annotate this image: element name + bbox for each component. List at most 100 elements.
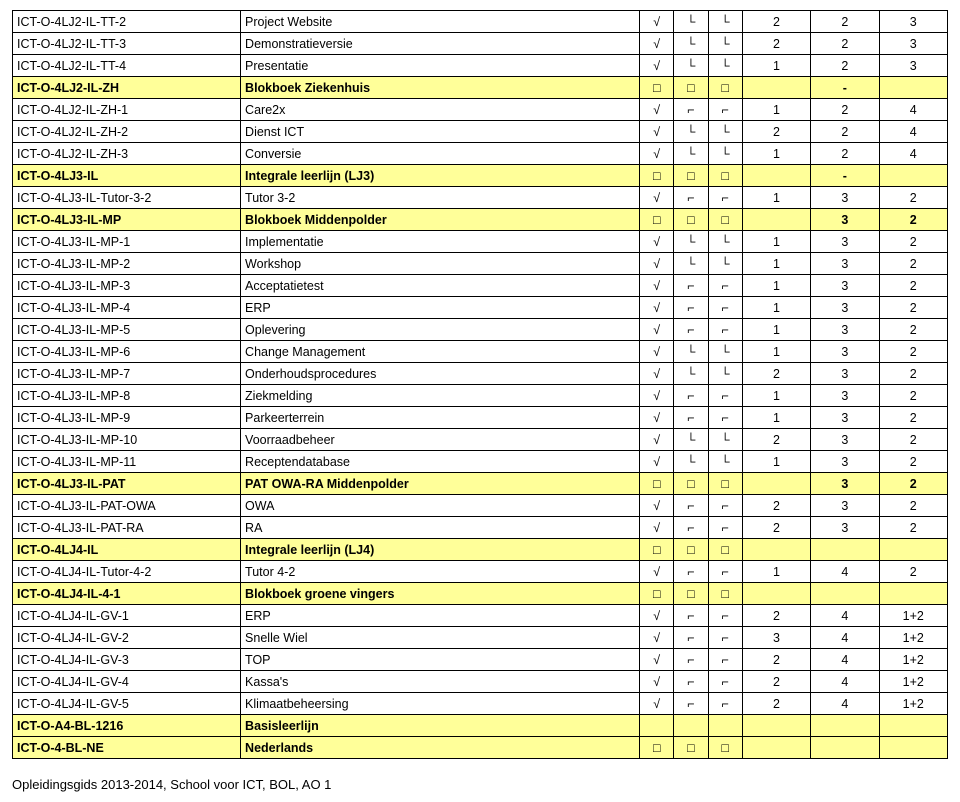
table-row: ICT-O-4LJ3-IL-MP-8Ziekmelding√⌐⌐132	[13, 385, 948, 407]
cell-mark: ⌐	[674, 297, 708, 319]
cell-num: 2	[742, 363, 810, 385]
cell-mark: √	[640, 187, 674, 209]
cell-code: ICT-O-4LJ2-IL-TT-4	[13, 55, 241, 77]
cell-mark: ⌐	[708, 693, 742, 715]
cell-mark: √	[640, 649, 674, 671]
cell-code: ICT-O-4LJ3-IL-PAT-RA	[13, 517, 241, 539]
cell-code: ICT-O-4LJ3-IL-MP	[13, 209, 241, 231]
table-row: ICT-O-4LJ3-IL-PATPAT OWA-RA Middenpolder…	[13, 473, 948, 495]
cell-mark: ⌐	[708, 187, 742, 209]
cell-desc: Integrale leerlijn (LJ4)	[241, 539, 640, 561]
cell-num: 1	[742, 143, 810, 165]
cell-num: 2	[879, 231, 947, 253]
cell-mark: └	[674, 253, 708, 275]
cell-desc: Tutor 3-2	[241, 187, 640, 209]
cell-mark: □	[640, 209, 674, 231]
table-row: ICT-O-4LJ3-IL-MP-7Onderhoudsprocedures√└…	[13, 363, 948, 385]
cell-mark: □	[674, 473, 708, 495]
cell-num	[811, 539, 879, 561]
cell-mark: ⌐	[674, 693, 708, 715]
cell-mark: √	[640, 143, 674, 165]
cell-num: 2	[879, 451, 947, 473]
cell-desc: Change Management	[241, 341, 640, 363]
cell-code: ICT-O-4LJ2-IL-ZH-1	[13, 99, 241, 121]
cell-mark: ⌐	[708, 605, 742, 627]
course-table: ICT-O-4LJ2-IL-TT-2Project Website√└└223I…	[12, 10, 948, 759]
cell-num: 3	[811, 297, 879, 319]
cell-num	[879, 583, 947, 605]
cell-num: 2	[879, 341, 947, 363]
table-row: ICT-O-4LJ4-ILIntegrale leerlijn (LJ4)□□□	[13, 539, 948, 561]
cell-num: 3	[811, 341, 879, 363]
cell-num: 3	[811, 429, 879, 451]
cell-num: 1	[742, 187, 810, 209]
cell-mark: √	[640, 297, 674, 319]
cell-desc: Blokboek Ziekenhuis	[241, 77, 640, 99]
cell-num	[742, 209, 810, 231]
cell-num	[742, 583, 810, 605]
cell-num: 1	[742, 341, 810, 363]
cell-mark: √	[640, 33, 674, 55]
cell-mark: ⌐	[708, 517, 742, 539]
cell-mark: □	[640, 77, 674, 99]
cell-num: 1+2	[879, 605, 947, 627]
cell-mark: □	[708, 583, 742, 605]
cell-mark: √	[640, 407, 674, 429]
cell-mark: └	[708, 33, 742, 55]
table-row: ICT-O-4LJ3-IL-MP-4ERP√⌐⌐132	[13, 297, 948, 319]
table-row: ICT-O-4LJ2-IL-ZHBlokboek Ziekenhuis□□□-	[13, 77, 948, 99]
cell-mark: ⌐	[674, 187, 708, 209]
cell-mark: └	[674, 363, 708, 385]
cell-mark: ⌐	[708, 407, 742, 429]
cell-num: 2	[879, 275, 947, 297]
cell-mark: └	[674, 11, 708, 33]
cell-mark: √	[640, 11, 674, 33]
table-row: ICT-O-4LJ3-IL-MP-2Workshop√└└132	[13, 253, 948, 275]
table-row: ICT-O-4LJ3-IL-Tutor-3-2Tutor 3-2√⌐⌐132	[13, 187, 948, 209]
cell-num: 2	[742, 495, 810, 517]
cell-mark: √	[640, 363, 674, 385]
cell-code: ICT-O-A4-BL-1216	[13, 715, 241, 737]
cell-num: 2	[879, 187, 947, 209]
cell-mark: √	[640, 671, 674, 693]
cell-num: 2	[742, 671, 810, 693]
cell-desc: Presentatie	[241, 55, 640, 77]
cell-desc: Care2x	[241, 99, 640, 121]
cell-desc: Onderhoudsprocedures	[241, 363, 640, 385]
cell-num	[742, 539, 810, 561]
cell-num: 2	[879, 429, 947, 451]
footer-text: Opleidingsgids 2013-2014, School voor IC…	[12, 777, 948, 792]
cell-mark: ⌐	[674, 561, 708, 583]
table-row: ICT-O-4LJ3-IL-MP-6Change Management√└└13…	[13, 341, 948, 363]
cell-num: 3	[811, 319, 879, 341]
cell-num	[879, 77, 947, 99]
cell-num: 2	[879, 517, 947, 539]
cell-mark: ⌐	[708, 649, 742, 671]
cell-num: 2	[879, 473, 947, 495]
cell-code: ICT-O-4LJ2-IL-ZH-2	[13, 121, 241, 143]
cell-code: ICT-O-4LJ3-IL	[13, 165, 241, 187]
cell-desc: Integrale leerlijn (LJ3)	[241, 165, 640, 187]
cell-num: 2	[742, 33, 810, 55]
cell-num	[742, 165, 810, 187]
cell-code: ICT-O-4LJ3-IL-MP-6	[13, 341, 241, 363]
cell-num: 3	[811, 253, 879, 275]
cell-mark: ⌐	[674, 605, 708, 627]
cell-mark: └	[674, 341, 708, 363]
cell-num	[879, 715, 947, 737]
table-row: ICT-O-4-BL-NENederlands□□□	[13, 737, 948, 759]
cell-num: 2	[879, 385, 947, 407]
cell-num: 4	[811, 627, 879, 649]
cell-code: ICT-O-4LJ3-IL-MP-3	[13, 275, 241, 297]
cell-mark: ⌐	[708, 495, 742, 517]
cell-code: ICT-O-4LJ3-IL-MP-4	[13, 297, 241, 319]
cell-num	[742, 473, 810, 495]
cell-num: 2	[742, 11, 810, 33]
table-row: ICT-O-4LJ4-IL-GV-2Snelle Wiel√⌐⌐341+2	[13, 627, 948, 649]
cell-num: 3	[811, 385, 879, 407]
table-row: ICT-O-A4-BL-1216Basisleerlijn	[13, 715, 948, 737]
cell-num: 3	[811, 473, 879, 495]
cell-mark: └	[708, 55, 742, 77]
cell-num: 3	[742, 627, 810, 649]
table-row: ICT-O-4LJ3-ILIntegrale leerlijn (LJ3)□□□…	[13, 165, 948, 187]
